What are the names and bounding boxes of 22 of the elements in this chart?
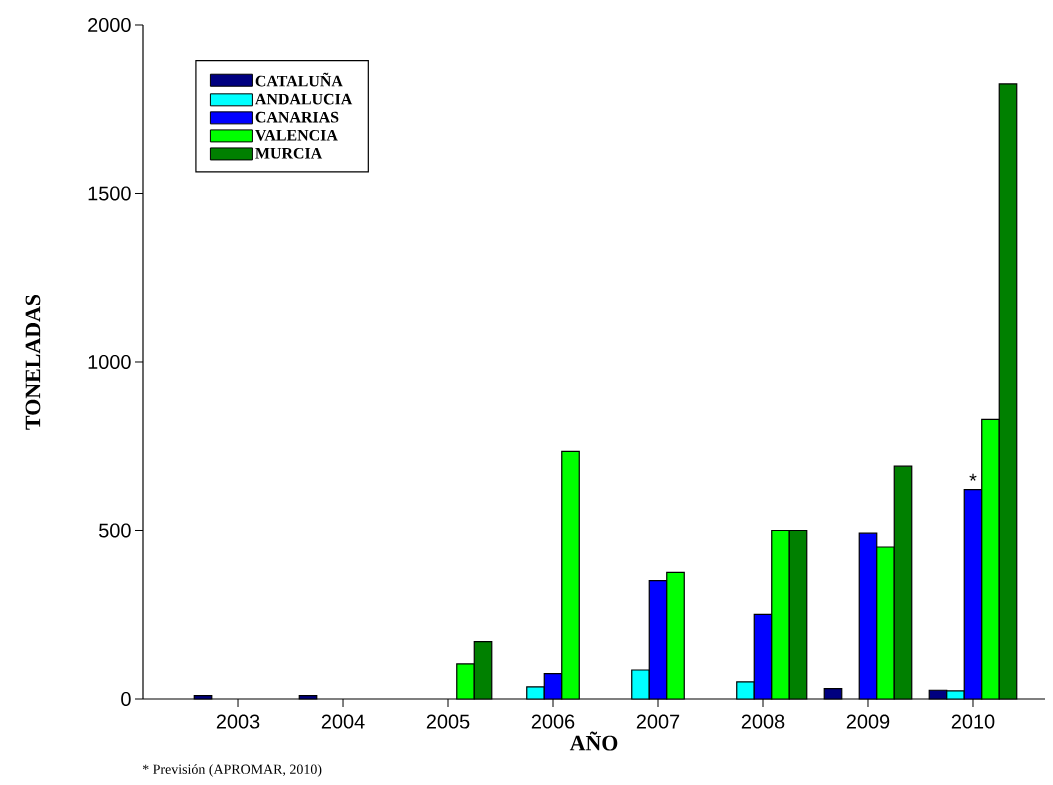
y-tick-label: 0 [121,691,131,707]
x-tick-label: 2004 [321,714,365,729]
legend-label: CANARIAS [255,111,339,123]
legend-label: MURCIA [255,147,323,159]
y-tick-label: 1000 [88,354,131,370]
x-tick-label: 2007 [636,714,680,729]
x-axis-title: AÑO [569,731,618,751]
legend-label: VALENCIA [255,129,338,141]
y-tick-label: 500 [99,523,131,538]
y-axis-title: TONELADAS [25,294,41,430]
x-tick-label: 2005 [426,714,470,729]
legend-label: ANDALUCIA [255,93,353,105]
legend-label: CATALUÑA [255,72,343,87]
annotation: * [969,473,977,481]
x-tick-label: 2008 [741,714,785,729]
text: * Previsión (APROMAR, 2010) [142,764,322,777]
x-tick-label: 2003 [216,714,260,729]
x-tick-label: 2010 [951,714,995,729]
x-tick-label: 2009 [846,714,890,729]
x-tick-label: 2006 [531,714,575,729]
y-tick-label: 1500 [88,186,131,201]
y-tick-label: 2000 [88,17,131,33]
